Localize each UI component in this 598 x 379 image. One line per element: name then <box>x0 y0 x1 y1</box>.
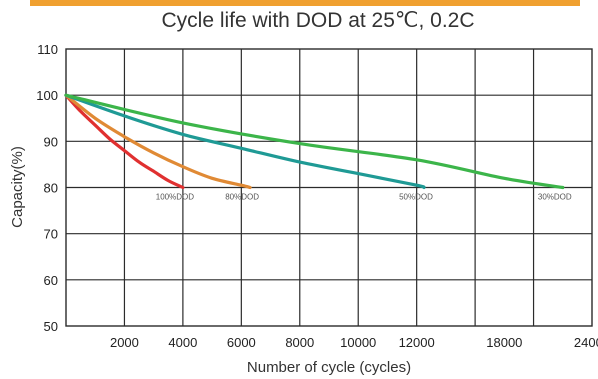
x-tick-label: 2000 <box>110 335 139 350</box>
y-tick-label: 90 <box>44 134 58 149</box>
y-tick-label: 50 <box>44 319 58 334</box>
y-tick-label: 100 <box>36 88 58 103</box>
x-tick-label: 4000 <box>168 335 197 350</box>
top-accent-bar <box>30 0 580 6</box>
y-tick-label: 70 <box>44 227 58 242</box>
y-tick-label: 80 <box>44 181 58 196</box>
y-tick-label: 60 <box>44 273 58 288</box>
x-tick-label: 12000 <box>399 335 435 350</box>
series-line-50pct-dod <box>64 93 426 190</box>
x-tick-label: 6000 <box>227 335 256 350</box>
x-tick-label: 18000 <box>486 335 522 350</box>
x-tick-label: 8000 <box>285 335 314 350</box>
x-tick-label: 10000 <box>340 335 376 350</box>
series-line-30pct-dod <box>64 93 565 190</box>
x-axis-ticks: 2000 4000 6000 8000 10000 12000 18000 24000 <box>110 335 598 350</box>
series-labels: 100%DOD 80%DOD 50%DOD 30%DOD <box>156 193 572 202</box>
y-axis-title: Capacity(%) <box>9 146 26 228</box>
grid <box>66 49 592 326</box>
series-label-50pct-dod: 50%DOD <box>399 193 433 202</box>
chart-title: Cycle life with DOD at 25℃, 0.2C <box>161 9 474 32</box>
series-label-30pct-dod: 30%DOD <box>538 193 572 202</box>
y-axis-ticks: 50 60 70 80 90 100 110 <box>36 42 58 334</box>
series-line-100pct-dod <box>64 93 185 190</box>
x-tick-label: 24000 <box>574 335 598 350</box>
series-line-80pct-dod <box>64 93 252 190</box>
plot-frame <box>65 48 593 327</box>
x-axis-title: Number of cycle (cycles) <box>247 359 411 376</box>
series-label-100pct-dod: 100%DOD <box>156 193 194 202</box>
y-tick-label: 110 <box>37 42 58 57</box>
series-label-80pct-dod: 80%DOD <box>225 193 259 202</box>
series-lines <box>64 93 565 190</box>
